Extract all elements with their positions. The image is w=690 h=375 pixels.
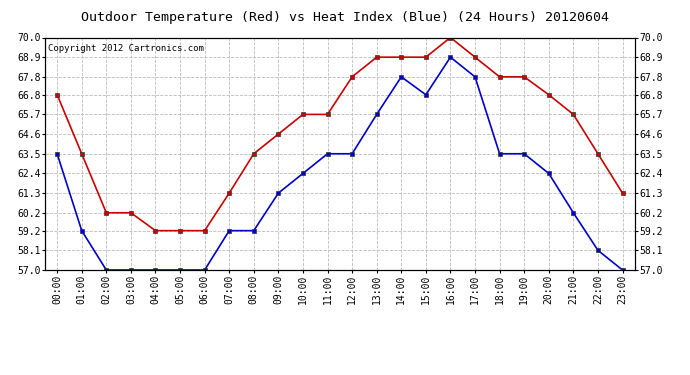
Text: Outdoor Temperature (Red) vs Heat Index (Blue) (24 Hours) 20120604: Outdoor Temperature (Red) vs Heat Index … (81, 11, 609, 24)
Text: Copyright 2012 Cartronics.com: Copyright 2012 Cartronics.com (48, 45, 204, 54)
